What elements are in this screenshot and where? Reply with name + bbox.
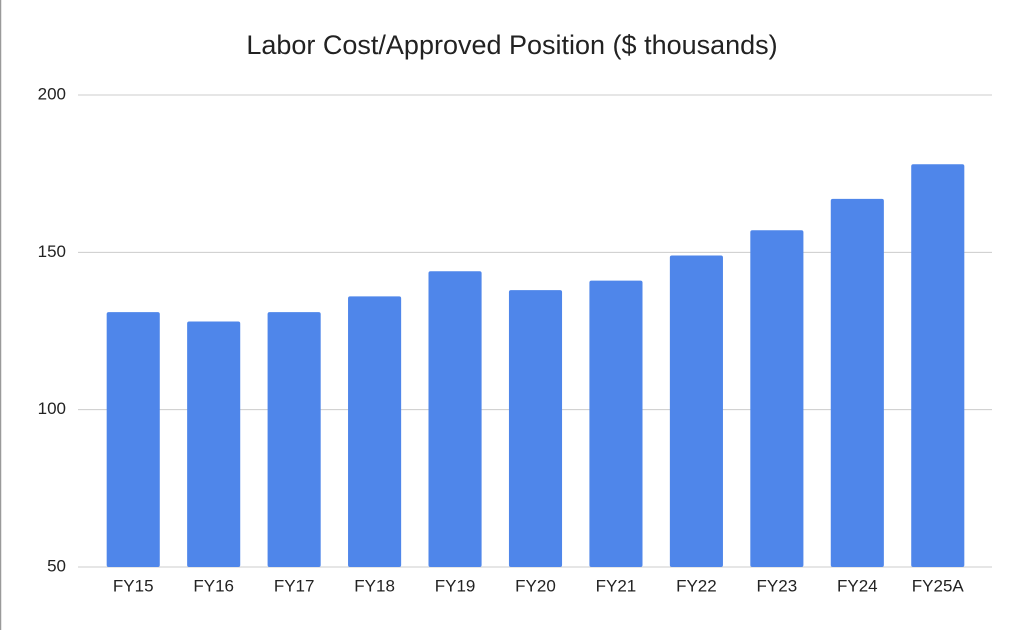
bar xyxy=(911,164,965,567)
x-tick-label: FY22 xyxy=(676,576,717,595)
y-tick-label: 100 xyxy=(38,399,66,418)
bar xyxy=(589,280,643,567)
x-tick-label: FY25A xyxy=(912,576,965,595)
bar xyxy=(428,271,482,567)
bar xyxy=(508,290,563,567)
y-tick-label: 200 xyxy=(38,84,66,103)
bar xyxy=(267,312,321,567)
bar xyxy=(750,230,804,567)
y-tick-label: 150 xyxy=(38,242,66,261)
bar xyxy=(830,198,884,567)
x-tick-label: FY23 xyxy=(757,576,798,595)
x-tick-label: FY19 xyxy=(435,576,476,595)
bar xyxy=(348,296,402,567)
x-tick-label: FY17 xyxy=(274,576,315,595)
x-tick-label: FY16 xyxy=(193,576,234,595)
bar xyxy=(669,255,723,568)
x-tick-label: FY21 xyxy=(596,576,637,595)
x-tick-label: FY18 xyxy=(354,576,395,595)
y-tick-label: 50 xyxy=(47,556,66,575)
x-tick-label: FY15 xyxy=(113,576,154,595)
chart-title: Labor Cost/Approved Position ($ thousand… xyxy=(246,30,777,60)
bar xyxy=(187,321,241,567)
x-tick-label: FY20 xyxy=(515,576,556,595)
bar xyxy=(106,312,160,567)
x-tick-label: FY24 xyxy=(837,576,878,595)
